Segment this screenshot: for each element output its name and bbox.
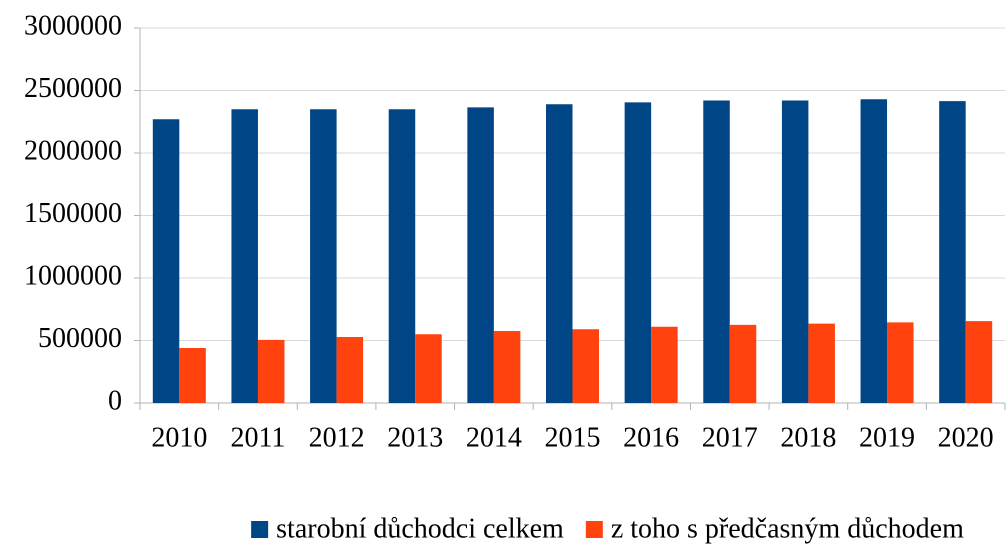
legend-label: starobní důchodci celkem bbox=[276, 513, 564, 544]
y-tick-label: 1500000 bbox=[24, 198, 122, 229]
bar bbox=[336, 337, 364, 403]
bar bbox=[179, 348, 206, 403]
x-tick-label: 2011 bbox=[230, 422, 285, 453]
x-tick-label: 2020 bbox=[938, 422, 994, 453]
bar bbox=[467, 107, 494, 403]
bar bbox=[729, 324, 757, 403]
x-tick-label: 2015 bbox=[545, 422, 601, 453]
bar bbox=[388, 109, 416, 403]
x-tick-label: 2017 bbox=[702, 422, 758, 453]
x-tick-label: 2014 bbox=[466, 422, 522, 453]
bar bbox=[808, 323, 835, 403]
x-tick-label: 2012 bbox=[309, 422, 365, 453]
x-tick-label: 2010 bbox=[151, 422, 207, 453]
bar bbox=[860, 99, 888, 403]
y-tick-label: 1000000 bbox=[24, 260, 122, 291]
bar bbox=[624, 102, 652, 403]
legend-swatch bbox=[251, 521, 269, 538]
bar bbox=[152, 119, 180, 403]
x-tick-label: 2013 bbox=[387, 422, 443, 453]
legend-swatch bbox=[585, 521, 603, 538]
y-tick-label: 3000000 bbox=[24, 10, 122, 41]
y-tick-label: 2500000 bbox=[24, 73, 122, 104]
y-tick-label: 0 bbox=[108, 385, 122, 416]
legend-label: z toho s předčasným důchodem bbox=[611, 513, 964, 544]
y-tick-label: 500000 bbox=[38, 323, 122, 354]
bar bbox=[493, 331, 521, 403]
bar bbox=[703, 100, 730, 403]
x-tick-label: 2019 bbox=[859, 422, 915, 453]
bar bbox=[572, 329, 599, 403]
y-tick-label: 2000000 bbox=[24, 135, 122, 166]
bar bbox=[965, 321, 993, 403]
bar bbox=[310, 109, 337, 403]
bar bbox=[781, 100, 809, 403]
bar bbox=[231, 109, 258, 403]
bar bbox=[939, 101, 966, 403]
bar bbox=[651, 326, 678, 403]
x-tick-label: 2016 bbox=[623, 422, 679, 453]
bar bbox=[415, 334, 442, 403]
x-tick-label: 2018 bbox=[780, 422, 836, 453]
bar bbox=[887, 322, 914, 403]
bar bbox=[546, 104, 573, 403]
bar bbox=[257, 339, 285, 403]
